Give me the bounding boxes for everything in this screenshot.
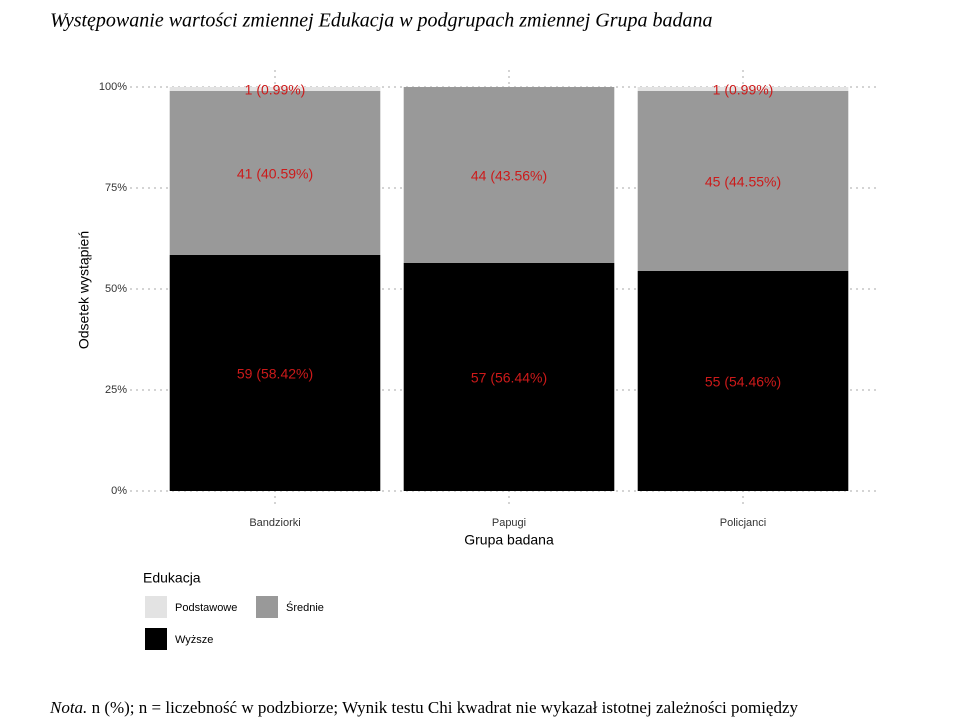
data-label: 44 (43.56%) [471,168,547,184]
y-tick-label: 75% [105,182,127,194]
data-label: 45 (44.55%) [705,174,781,190]
bar-segment [403,87,615,263]
legend-label: Średnie [286,601,324,614]
data-label: 41 (40.59%) [237,166,313,182]
chart-title: Występowanie wartości zmiennej Edukacja … [50,10,713,32]
y-axis-label: Odsetek wystąpień [76,231,92,349]
x-axis-label: Grupa badana [464,532,554,548]
bar-segment [403,262,615,491]
legend-key [256,596,278,618]
legend-title: Edukacja [143,570,201,586]
y-tick-label: 100% [99,81,127,93]
y-tick-label: 50% [105,283,127,295]
data-label: 57 (56.44%) [471,370,547,386]
data-label: 59 (58.42%) [237,366,313,382]
bar-segment [169,90,381,255]
bar-segment [169,87,381,91]
bar-segment [637,87,849,91]
x-tick-label: Papugi [492,517,526,529]
x-tick-label: Policjanci [720,517,766,529]
bar-segment [637,270,849,491]
legend-label: Podstawowe [175,602,237,614]
note-text: n (%); n = liczebność w podzbiorze; Wyni… [92,698,799,717]
data-label: 1 (0.99%) [713,82,774,98]
bar-segment [637,90,849,271]
note-lead: Nota. [49,698,87,717]
legend-label: Wyższe [175,634,213,646]
y-tick-label: 0% [111,485,127,497]
y-tick-label: 25% [105,384,127,396]
note: Nota. n (%); n = liczebność w podzbiorze… [49,698,799,717]
bar-segment [169,254,381,491]
legend-key [145,596,167,618]
data-label: 1 (0.99%) [245,82,306,98]
x-tick-label: Bandziorki [249,517,300,529]
data-label: 55 (54.46%) [705,374,781,390]
legend-key [145,628,167,650]
